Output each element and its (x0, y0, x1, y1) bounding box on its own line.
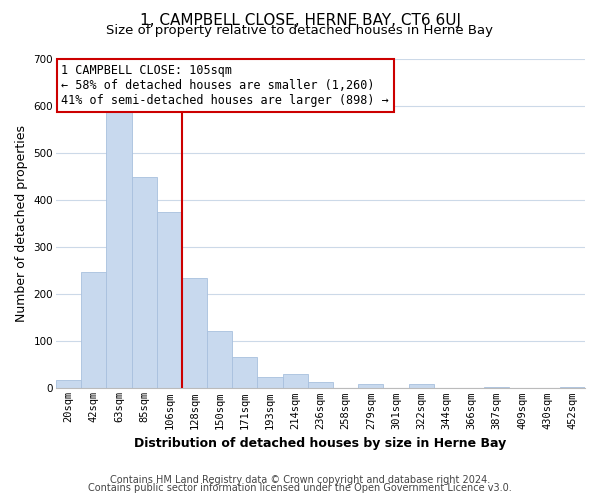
Text: 1, CAMPBELL CLOSE, HERNE BAY, CT6 6UJ: 1, CAMPBELL CLOSE, HERNE BAY, CT6 6UJ (139, 12, 461, 28)
Bar (257, 376, 283, 388)
Text: Size of property relative to detached houses in Herne Bay: Size of property relative to detached ho… (107, 24, 493, 37)
Bar (232, 357, 257, 388)
Bar (283, 374, 308, 388)
Bar (56, 380, 81, 388)
Bar (358, 384, 383, 388)
Bar (157, 212, 182, 388)
Bar (106, 111, 131, 388)
Bar (81, 272, 106, 388)
Text: Contains public sector information licensed under the Open Government Licence v3: Contains public sector information licen… (88, 483, 512, 493)
Bar (484, 387, 509, 388)
Bar (308, 382, 333, 388)
Bar (409, 384, 434, 388)
Text: Contains HM Land Registry data © Crown copyright and database right 2024.: Contains HM Land Registry data © Crown c… (110, 475, 490, 485)
Y-axis label: Number of detached properties: Number of detached properties (15, 125, 28, 322)
Text: 1 CAMPBELL CLOSE: 105sqm
← 58% of detached houses are smaller (1,260)
41% of sem: 1 CAMPBELL CLOSE: 105sqm ← 58% of detach… (61, 64, 389, 107)
X-axis label: Distribution of detached houses by size in Herne Bay: Distribution of detached houses by size … (134, 437, 506, 450)
Bar (207, 331, 232, 388)
Bar (182, 278, 207, 388)
Bar (131, 176, 157, 388)
